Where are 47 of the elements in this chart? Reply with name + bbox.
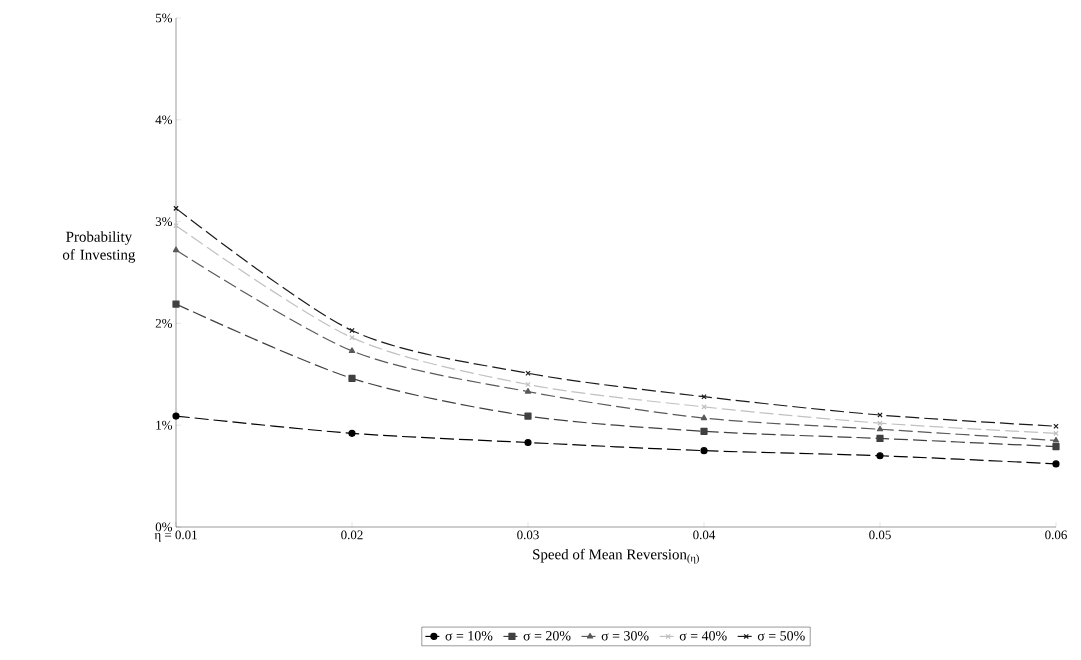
legend-label: σ = 40% <box>679 631 727 641</box>
point <box>349 327 355 334</box>
x-axis-title: Speed of Mean Reversion$_{(η)}$ <box>533 548 699 564</box>
point <box>172 300 180 308</box>
point <box>525 370 531 376</box>
point <box>172 412 180 420</box>
point <box>877 420 883 426</box>
x-tick-label: 0.06 <box>1045 530 1067 540</box>
point <box>525 381 531 388</box>
point <box>700 414 708 421</box>
point <box>1053 430 1059 437</box>
y-tick-label: 5% <box>155 13 173 23</box>
point <box>701 393 707 400</box>
point <box>524 412 532 420</box>
point <box>348 429 356 437</box>
legend-label: σ = 10% <box>445 631 493 641</box>
y-tick-label: 2% <box>155 319 173 328</box>
point <box>1052 442 1060 451</box>
point <box>524 388 532 394</box>
y-tick-label: 1% <box>156 420 173 430</box>
point <box>1052 460 1060 468</box>
point <box>173 205 179 212</box>
point <box>173 222 179 229</box>
point <box>524 438 532 447</box>
y-tick-label: 4% <box>155 115 173 125</box>
point <box>700 447 708 455</box>
point <box>349 334 355 341</box>
point <box>348 374 356 382</box>
y-axis-title: Probability of Investing <box>62 231 136 263</box>
point <box>700 427 708 435</box>
point <box>348 347 356 353</box>
point <box>876 452 884 460</box>
x-tick-label: 0.03 <box>517 530 539 540</box>
legend-label: σ = 20% <box>523 631 571 641</box>
x-tick-label: 0.05 <box>869 530 891 540</box>
point <box>876 425 884 432</box>
point <box>1052 436 1060 443</box>
x-tick-label: 0.02 <box>341 530 363 540</box>
y-tick-label: 0% <box>155 522 173 532</box>
point <box>701 404 707 410</box>
legend-label: σ = 50% <box>757 631 805 641</box>
point <box>1053 423 1059 429</box>
point <box>172 246 180 253</box>
legend-label: σ = 30% <box>601 631 649 641</box>
x-tick-label: 0.04 <box>693 530 716 540</box>
y-tick-label: 3% <box>155 217 173 226</box>
point <box>876 434 884 443</box>
